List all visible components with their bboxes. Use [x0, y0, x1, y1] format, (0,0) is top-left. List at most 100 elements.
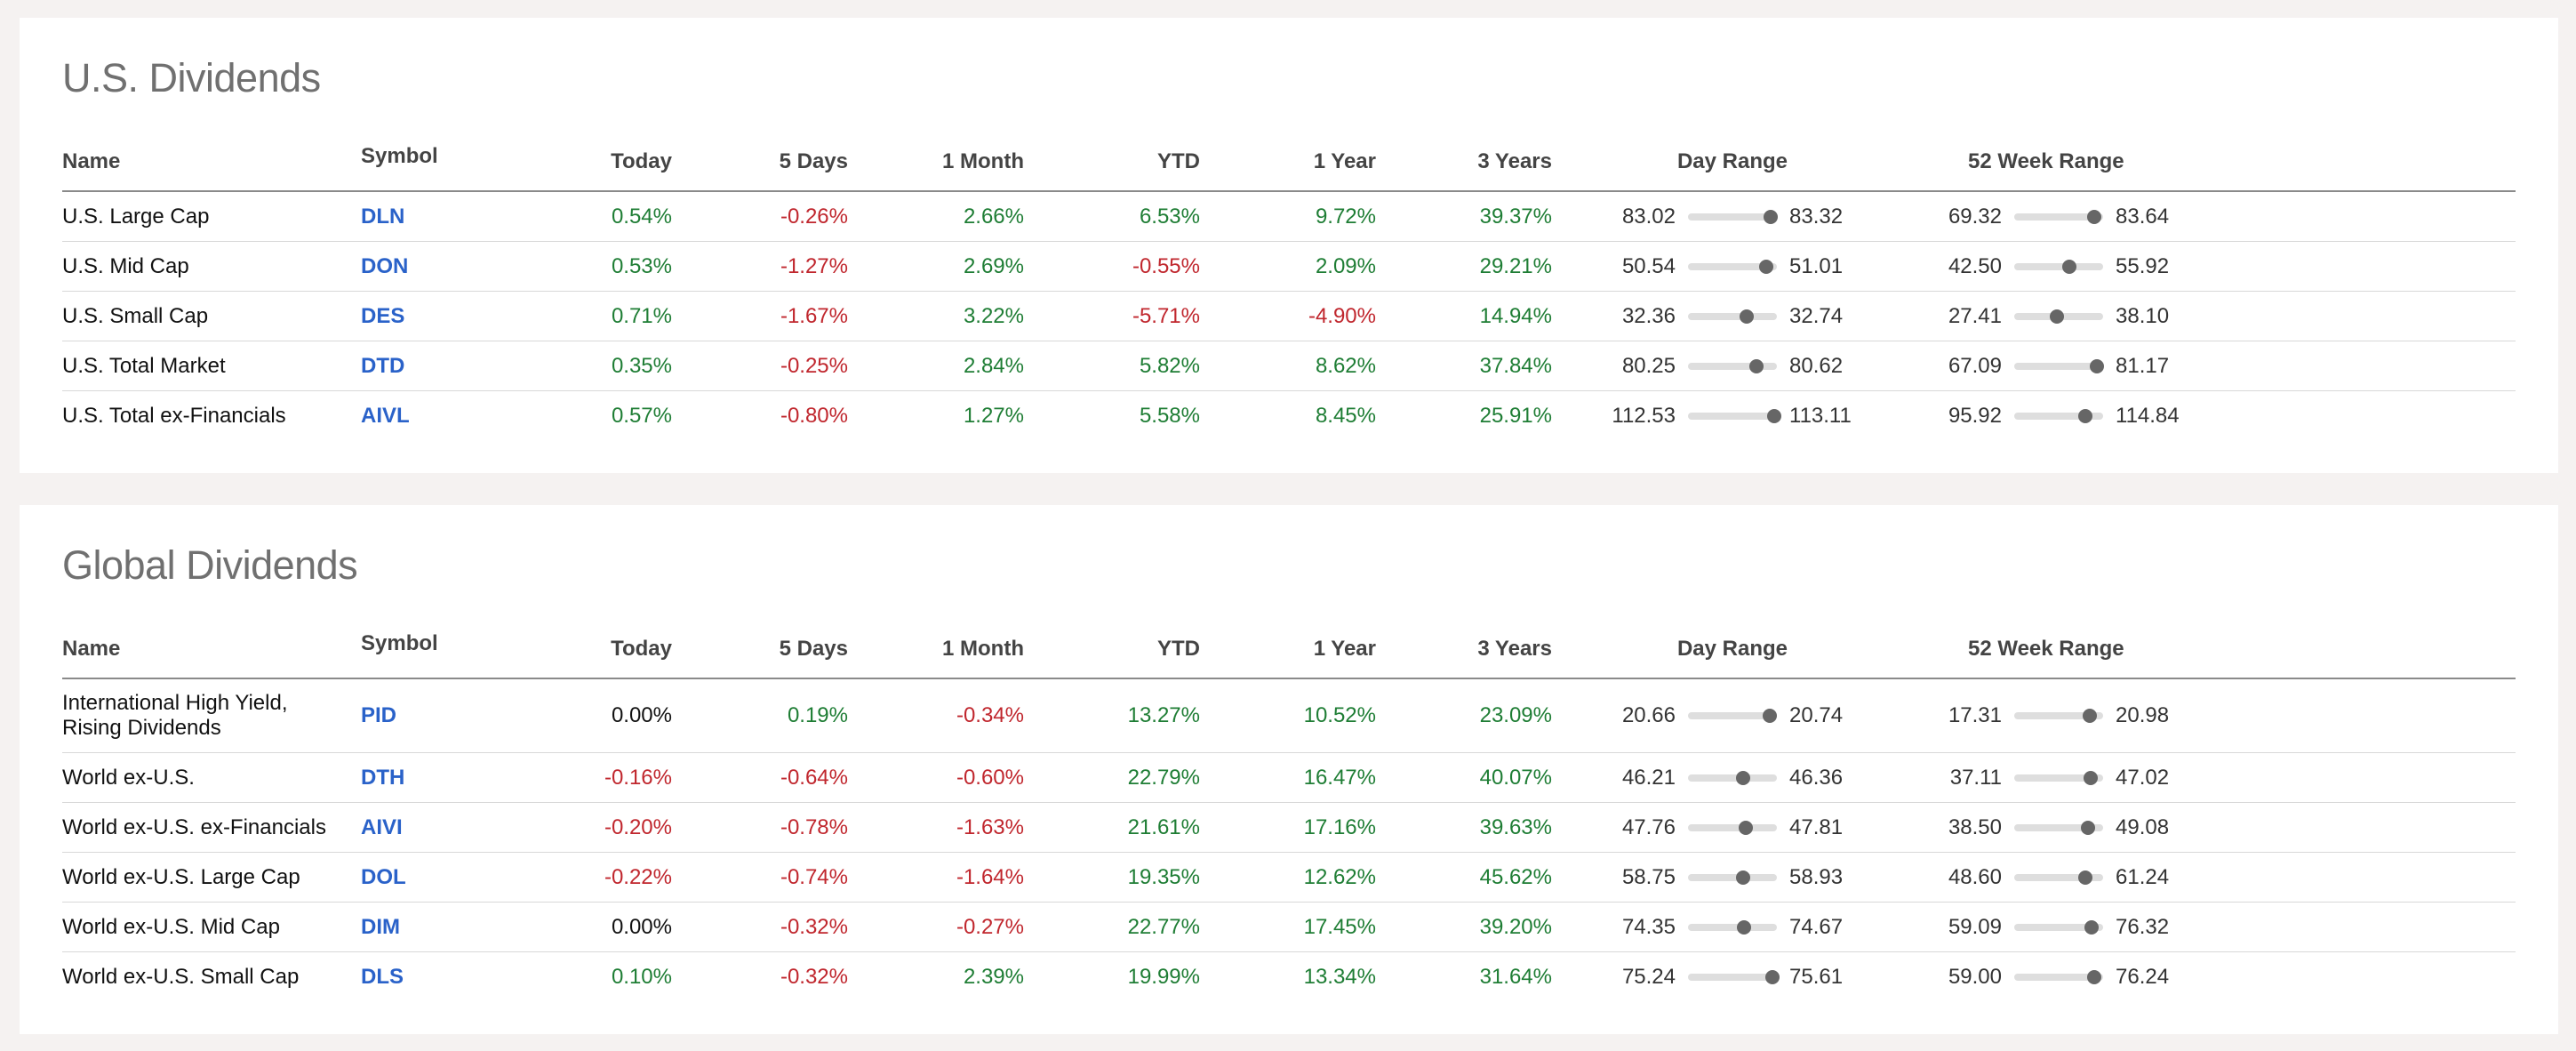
52-week-range-marker [2062, 259, 2076, 274]
five-days-value: -1.27% [780, 253, 848, 278]
cell-one-month: 2.39% [848, 952, 1024, 1002]
five-days-value: -0.26% [780, 204, 848, 229]
table-row[interactable]: World ex-U.S. DTH -0.16% -0.64% -0.60% 22.79%… [62, 752, 2516, 803]
day-range-range: 80.25 80.62 [1552, 354, 1913, 379]
day-range-range: 74.35 74.67 [1552, 915, 1913, 940]
fund-symbol-link[interactable]: DON [361, 253, 409, 278]
cell-five-days: -1.67% [672, 291, 848, 341]
day-range-range: 83.02 83.32 [1552, 205, 1913, 229]
52-week-range-low: 38.50 [1948, 814, 2002, 839]
ytd-value: 21.61% [1127, 814, 1200, 839]
table-row[interactable]: U.S. Small Cap DES 0.71% -1.67% 3.22% -5.71% -… [62, 291, 2516, 341]
cell-symbol: DOL [361, 852, 512, 903]
cell-symbol: DON [361, 241, 512, 292]
today-value: 0.54% [611, 204, 672, 229]
cell-ytd: -5.71% [1024, 291, 1200, 341]
fund-name: World ex-U.S. ex-Financials [62, 814, 326, 839]
52-week-range-low: 69.32 [1948, 204, 2002, 229]
fund-symbol-link[interactable]: PID [361, 703, 397, 727]
day-range-marker [1737, 919, 1751, 935]
day-range-range: 50.54 51.01 [1552, 254, 1913, 279]
52-week-range-bar [2014, 358, 2104, 373]
cell-five-days: -0.74% [672, 852, 848, 903]
day-range-bar [1688, 969, 1780, 984]
one-year-value: 8.62% [1315, 353, 1376, 378]
three-years-value: 39.37% [1479, 204, 1552, 229]
52-week-range-marker [2081, 820, 2095, 835]
cell-five-days: -0.26% [672, 191, 848, 242]
table-row[interactable]: World ex-U.S. Small Cap DLS 0.10% -0.32% 2.3… [62, 952, 2516, 1002]
cell-52-week-range: 69.32 83.64 [1913, 191, 2516, 242]
day-range-marker [1749, 358, 1764, 373]
day-range-high: 46.36 [1789, 765, 1844, 790]
cell-today: 0.35% [512, 341, 672, 391]
cell-five-days: 0.19% [672, 678, 848, 753]
table-row[interactable]: World ex-U.S. Large Cap DOL -0.22% -0.74% -1… [62, 852, 2516, 903]
cell-52-week-range: 37.11 47.02 [1913, 752, 2516, 803]
fund-symbol-link[interactable]: DIM [361, 914, 400, 939]
52-week-range-marker [2050, 309, 2064, 324]
52-week-range-marker [2084, 919, 2099, 935]
cell-52-week-range: 38.50 49.08 [1913, 802, 2516, 853]
column-header-one-month: 1 Month [848, 621, 1024, 679]
today-value: -0.20% [604, 814, 672, 839]
column-header-ytd: YTD [1024, 621, 1200, 679]
table-row[interactable]: World ex-U.S. ex-Financials AIVI -0.20% -0.… [62, 802, 2516, 853]
three-years-value: 14.94% [1479, 303, 1552, 328]
52-week-range-low: 42.50 [1948, 253, 2002, 278]
cell-symbol: AIVL [361, 391, 512, 441]
table-row[interactable]: U.S. Total ex-Financials AIVL 0.57% -0.80% 1… [62, 391, 2516, 441]
cell-day-range: 50.54 51.01 [1552, 241, 1913, 292]
column-header-52-week-range: 52 Week Range [1913, 133, 2516, 192]
cell-three-years: 31.64% [1376, 952, 1552, 1002]
cell-name: World ex-U.S. Small Cap [62, 952, 361, 1002]
global-dividends-panel: Global Dividends Name Symbol Today 5 Days 1 … [20, 505, 2558, 1034]
cell-day-range: 112.53 113.11 [1552, 391, 1913, 441]
52-week-range-low: 37.11 [1949, 765, 2002, 790]
fund-name: World ex-U.S. Small Cap [62, 964, 300, 989]
column-header-one-year: 1 Year [1200, 133, 1376, 192]
day-range-low: 47.76 [1621, 814, 1676, 839]
52-week-range-low: 67.09 [1948, 353, 2002, 378]
fund-symbol-link[interactable]: AIVI [361, 814, 403, 839]
cell-52-week-range: 42.50 55.92 [1913, 241, 2516, 292]
cell-52-week-range: 59.00 76.24 [1913, 952, 2516, 1002]
table-row[interactable]: U.S. Mid Cap DON 0.53% -1.27% 2.69% -0.55% 2.0… [62, 241, 2516, 292]
fund-symbol-link[interactable]: DLN [361, 204, 405, 229]
cell-one-year: 17.45% [1200, 902, 1376, 952]
three-years-value: 39.63% [1479, 814, 1552, 839]
cell-day-range: 58.75 58.93 [1552, 852, 1913, 903]
day-range-range: 58.75 58.93 [1552, 865, 1913, 890]
five-days-value: -0.78% [780, 814, 848, 839]
day-range-range: 46.21 46.36 [1552, 766, 1913, 790]
cell-day-range: 32.36 32.74 [1552, 291, 1913, 341]
ytd-value: 6.53% [1139, 204, 1200, 229]
column-header-name: Name [62, 133, 361, 192]
day-range-range: 112.53 113.11 [1552, 404, 1913, 429]
today-value: -0.22% [604, 864, 672, 889]
fund-symbol-link[interactable]: DLS [361, 964, 404, 989]
fund-symbol-link[interactable]: DES [361, 303, 405, 328]
cell-five-days: -0.25% [672, 341, 848, 391]
day-range-bar [1688, 870, 1777, 885]
global-dividends-table: Name Symbol Today 5 Days 1 Month YTD 1 Year 3 Y… [62, 621, 2516, 1001]
table-row[interactable]: International High Yield, Rising Dividen… [62, 678, 2516, 753]
one-year-value: 10.52% [1303, 703, 1376, 727]
today-value: -0.16% [604, 765, 672, 790]
today-value: 0.10% [611, 964, 672, 989]
cell-one-year: 16.47% [1200, 752, 1376, 803]
fund-symbol-link[interactable]: DTD [361, 353, 405, 378]
52-week-range-high: 114.84 [2116, 403, 2180, 428]
day-range-bar [1688, 770, 1777, 785]
table-row[interactable]: U.S. Total Market DTD 0.35% -0.25% 2.84% 5.82… [62, 341, 2516, 391]
fund-symbol-link[interactable]: DOL [361, 864, 406, 889]
52-week-range-high: 20.98 [2116, 703, 2170, 727]
table-row[interactable]: U.S. Large Cap DLN 0.54% -0.26% 2.66% 6.53% 9.… [62, 191, 2516, 242]
fund-symbol-link[interactable]: DTH [361, 765, 405, 790]
cell-today: 0.57% [512, 391, 672, 441]
fund-symbol-link[interactable]: AIVL [361, 403, 410, 428]
52-week-range-range: 95.92 114.84 [1931, 404, 2516, 429]
cell-name: U.S. Total ex-Financials [62, 391, 361, 441]
52-week-range-low: 95.92 [1948, 403, 2002, 428]
table-row[interactable]: World ex-U.S. Mid Cap DIM 0.00% -0.32% -0.27… [62, 902, 2516, 952]
